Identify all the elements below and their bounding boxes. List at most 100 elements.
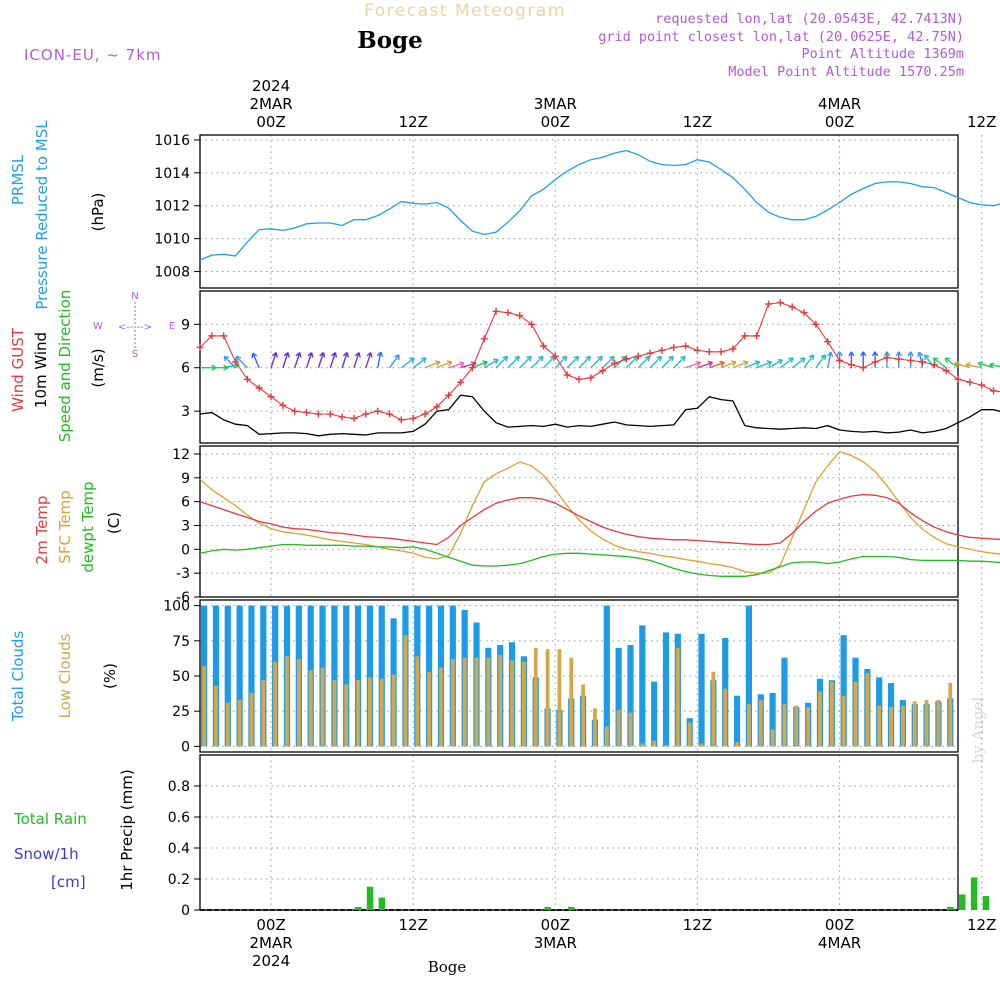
arrow-head: [421, 358, 426, 359]
low-cloud-bar: [735, 742, 739, 746]
y-tick-label: 1016: [154, 133, 190, 149]
gust-marker: [765, 301, 772, 308]
arrow-head: [459, 362, 464, 363]
low-cloud-bar: [723, 689, 727, 747]
low-clouds-label: Low Clouds: [56, 633, 74, 718]
gust-marker: [504, 309, 511, 316]
y-tick-label: 0.2: [168, 872, 190, 888]
wind-direction-arrow: [816, 355, 826, 368]
pressure-label-long: Pressure Reduced to MSL: [33, 120, 51, 310]
wind-direction-arrow: [662, 356, 673, 367]
compass-west: W: [93, 321, 103, 332]
wind-direction-arrow: [674, 356, 685, 367]
top-time-label: 4MAR: [818, 95, 861, 113]
low-cloud-bar: [830, 682, 834, 747]
y-tick-label: 6: [181, 495, 190, 511]
gust-marker: [303, 409, 310, 416]
gust-marker: [836, 357, 843, 364]
pressure-label-short: PRMSL: [9, 154, 27, 205]
wind-direction-arrow: [650, 356, 661, 367]
low-cloud-bar: [783, 704, 787, 746]
low-cloud-bar: [427, 672, 431, 747]
compass-north: N: [131, 291, 138, 302]
low-cloud-bar: [226, 703, 230, 747]
wind-direction-arrow: [543, 356, 554, 367]
y-tick-label: -3: [176, 566, 190, 582]
bottom-time-label: 2024: [252, 952, 290, 970]
temp-unit: (C): [105, 512, 123, 534]
low-cloud-bar: [273, 662, 277, 746]
low-cloud-bar: [794, 706, 798, 747]
precip-unit: 1hr Precip (mm): [118, 769, 136, 890]
wind-direction-arrow: [792, 358, 805, 368]
arrow-shaft: [401, 358, 414, 368]
bottom-time-label: 4MAR: [818, 934, 861, 952]
y-tick-label: 1008: [154, 265, 190, 281]
product-title: Forecast Meteogram: [364, 1, 566, 21]
sfc-temp-label: SFC Temp: [56, 490, 74, 563]
low-cloud-bar: [451, 659, 455, 746]
arrow-shaft: [508, 356, 519, 367]
gust-marker: [279, 402, 286, 409]
pressure-frame: [200, 135, 958, 288]
arrow-shaft: [638, 356, 649, 367]
wind-direction-arrow: [283, 353, 289, 368]
low-cloud-bar: [415, 656, 419, 746]
low-cloud-bar: [640, 744, 644, 747]
low-cloud-bar: [901, 706, 905, 747]
arrow-shaft: [650, 356, 661, 367]
arrow-shaft: [674, 356, 685, 367]
arrow-shaft: [567, 356, 578, 367]
arrow-shaft: [662, 356, 673, 367]
low-cloud-bar: [380, 679, 384, 747]
wind-direction-arrow: [638, 356, 649, 367]
low-cloud-bar: [711, 672, 715, 747]
rain-bar: [355, 907, 362, 910]
gust-marker: [481, 335, 488, 342]
gust-marker: [872, 358, 879, 365]
arrow-shaft: [933, 358, 946, 368]
low-cloud-bar: [676, 648, 680, 747]
low-cloud-bar: [238, 700, 242, 746]
bottom-time-label: 00Z: [256, 916, 285, 934]
y-tick-label: 1014: [154, 166, 190, 182]
arrow-shaft: [390, 355, 400, 368]
rain-bar: [947, 907, 954, 910]
wind10m-label: 10m Wind: [32, 332, 50, 408]
rain-bar: [379, 898, 386, 910]
y-tick-label: 12: [172, 447, 190, 463]
rain-bar: [568, 907, 575, 910]
low-cloud-bar: [700, 744, 704, 747]
low-cloud-bar: [877, 706, 881, 747]
gust-marker: [658, 347, 665, 354]
gust-marker: [410, 415, 417, 422]
gust-marker: [777, 299, 784, 306]
gust-marker: [398, 416, 405, 423]
low-cloud-bar: [759, 700, 763, 746]
total-cloud-bar: [734, 696, 740, 747]
arrow-shaft: [804, 355, 814, 368]
bottom-time-label: 12Z: [683, 916, 712, 934]
wind-direction-arrow: [342, 353, 348, 368]
arrow-shaft: [496, 356, 507, 367]
arrow-head: [743, 361, 748, 362]
wind-direction-arrow: [591, 356, 602, 367]
snow-label: Snow/1h: [14, 845, 79, 863]
wind-direction-arrow: [520, 356, 531, 367]
wind-direction-arrow: [615, 356, 626, 367]
wind-direction-arrow: [271, 353, 277, 368]
arrow-head: [482, 361, 487, 362]
gust-marker: [718, 348, 725, 355]
low-cloud-bar: [404, 635, 408, 746]
station-title: Boge: [357, 27, 423, 54]
arrow-shaft: [816, 355, 826, 368]
wind-direction-arrow: [377, 352, 382, 368]
wind-unit: (m/s): [89, 348, 107, 387]
gust-marker: [576, 376, 583, 383]
bottom-time-label: 3MAR: [534, 934, 577, 952]
arrow-head: [435, 361, 440, 362]
low-cloud-bar: [581, 684, 585, 746]
wind-direction-arrow: [366, 353, 372, 368]
pressure-unit: (hPa): [89, 193, 107, 232]
